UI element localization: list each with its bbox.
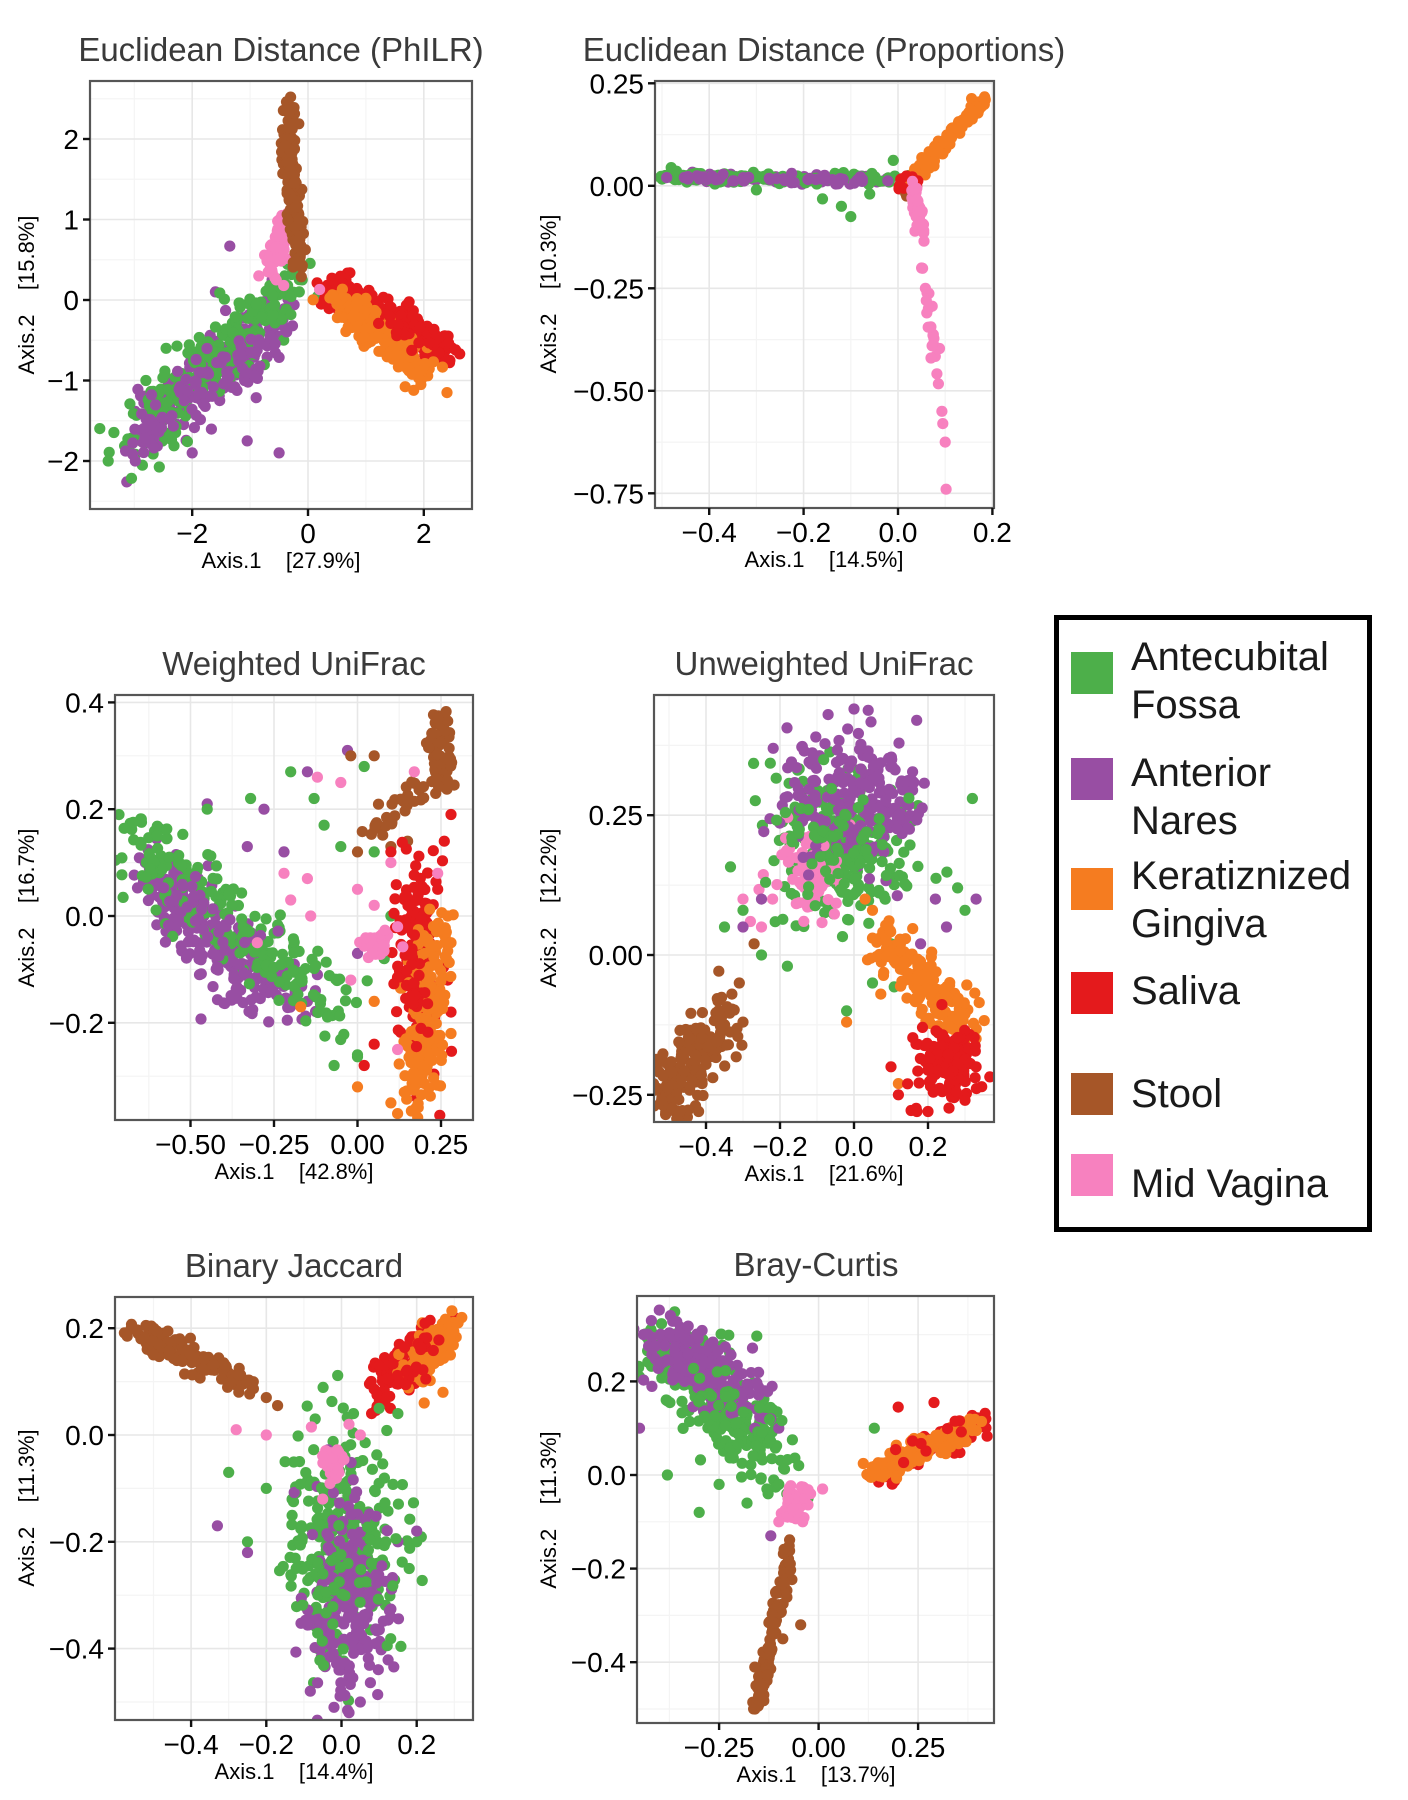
- svg-text:−0.50: −0.50: [155, 1129, 226, 1160]
- svg-text:Axis.1 [21.6%]: Axis.1 [21.6%]: [745, 1161, 904, 1186]
- svg-text:−0.2: −0.2: [49, 1008, 104, 1039]
- svg-text:Axis.1 [14.5%]: Axis.1 [14.5%]: [745, 547, 904, 572]
- svg-text:Euclidean Distance (Proportion: Euclidean Distance (Proportions): [583, 31, 1065, 68]
- svg-text:0.2: 0.2: [973, 517, 1012, 548]
- svg-text:2: 2: [63, 124, 79, 155]
- svg-text:Axis.1 [42.8%]: Axis.1 [42.8%]: [215, 1159, 374, 1184]
- svg-text:−2: −2: [176, 518, 208, 549]
- svg-text:1: 1: [63, 205, 79, 236]
- svg-text:Axis.2 [15.8%]: Axis.2 [15.8%]: [14, 216, 39, 375]
- svg-text:−0.25: −0.25: [572, 1080, 643, 1111]
- svg-text:−0.2: −0.2: [776, 517, 831, 548]
- svg-text:Axis.1 [27.9%]: Axis.1 [27.9%]: [202, 548, 361, 573]
- svg-text:0: 0: [63, 285, 79, 316]
- svg-text:0.2: 0.2: [65, 794, 104, 825]
- svg-text:−0.4: −0.4: [682, 517, 737, 548]
- svg-text:0.00: 0.00: [590, 171, 645, 202]
- svg-text:0.25: 0.25: [414, 1129, 469, 1160]
- svg-text:0.00: 0.00: [589, 940, 644, 971]
- svg-text:0.25: 0.25: [590, 68, 645, 99]
- svg-text:−0.25: −0.25: [573, 273, 644, 304]
- svg-text:0.00: 0.00: [330, 1129, 385, 1160]
- svg-text:−0.4: −0.4: [678, 1131, 733, 1162]
- svg-text:0: 0: [300, 518, 316, 549]
- svg-text:−0.25: −0.25: [239, 1129, 310, 1160]
- svg-text:Axis.2 [16.7%]: Axis.2 [16.7%]: [14, 829, 39, 988]
- svg-text:−0.2: −0.2: [752, 1131, 807, 1162]
- svg-text:0.25: 0.25: [589, 800, 644, 831]
- svg-text:2: 2: [416, 518, 432, 549]
- svg-text:−2: −2: [47, 446, 79, 477]
- svg-text:0.0: 0.0: [65, 901, 104, 932]
- svg-text:Axis.2 [12.2%]: Axis.2 [12.2%]: [536, 829, 561, 988]
- svg-text:0.2: 0.2: [909, 1131, 948, 1162]
- svg-text:0.0: 0.0: [835, 1131, 874, 1162]
- svg-text:Euclidean Distance (PhILR): Euclidean Distance (PhILR): [78, 31, 483, 68]
- svg-text:0.4: 0.4: [65, 687, 104, 718]
- svg-text:Weighted UniFrac: Weighted UniFrac: [162, 645, 426, 682]
- svg-text:0.0: 0.0: [879, 517, 918, 548]
- svg-text:Unweighted UniFrac: Unweighted UniFrac: [675, 645, 974, 682]
- svg-text:−0.50: −0.50: [573, 376, 644, 407]
- svg-text:−1: −1: [47, 366, 79, 397]
- svg-text:−0.75: −0.75: [573, 478, 644, 509]
- svg-text:Axis.2 [10.3%]: Axis.2 [10.3%]: [536, 215, 561, 374]
